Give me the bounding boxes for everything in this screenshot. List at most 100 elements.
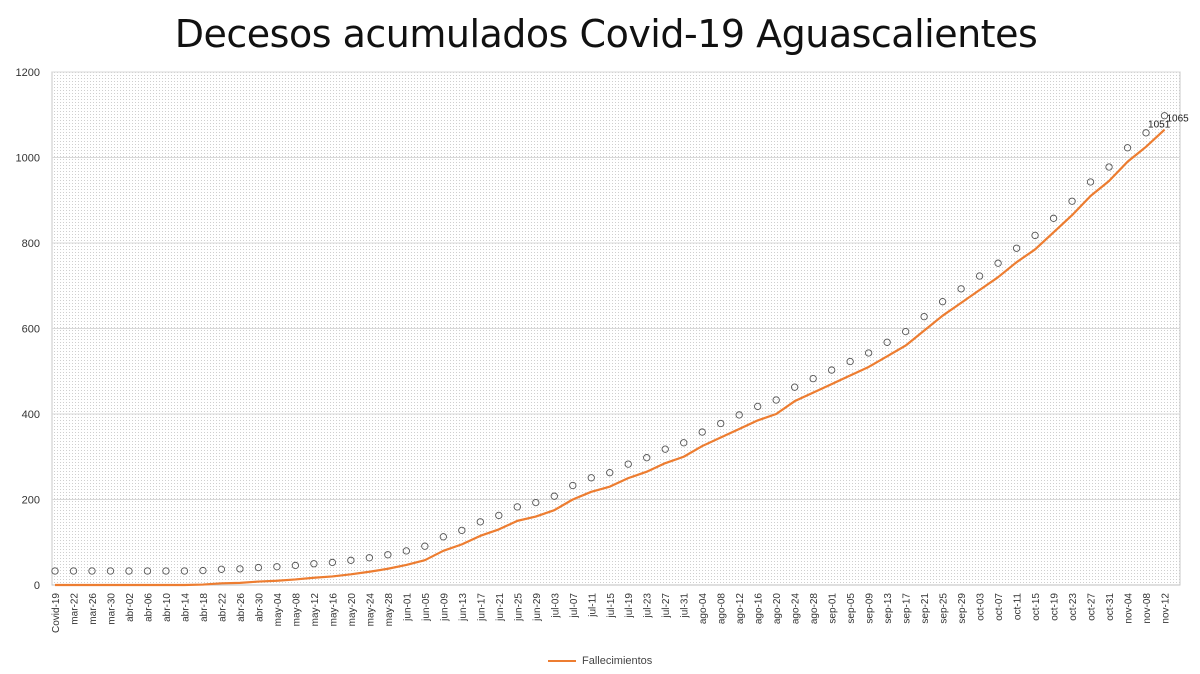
data-point-label-marker [1031,231,1039,240]
x-tick-label: may-04 [273,593,284,627]
x-tick-label: oct-03 [976,593,987,621]
data-point-label-marker [421,542,429,550]
x-tick-label: nov-08 [1142,593,1153,624]
y-tick-label: 1200 [16,67,40,79]
x-tick-label: abr-10 [162,593,173,622]
data-point-label-marker [809,374,817,383]
x-tick-label: ago-20 [772,593,783,625]
x-tick-label: may-24 [365,593,376,627]
x-tick-label: jul-27 [661,593,672,619]
data-point-label-marker [754,402,762,411]
data-point-label-marker [772,396,780,404]
data-point-label-marker [347,556,355,564]
data-point-label-marker [513,503,521,511]
y-tick-label: 1000 [16,153,40,165]
data-point-label-marker [901,327,910,336]
x-tick-label: sep-21 [920,593,931,624]
data-point-label-marker [1068,197,1076,205]
x-tick-label: nov-04 [1124,593,1135,624]
data-point-label-marker [402,547,410,555]
data-point-label-marker [643,454,651,462]
data-point-label-marker [495,511,503,520]
data-point-label-marker [1123,144,1132,152]
data-point-label-marker [864,349,873,357]
data-point-label-marker [51,567,59,575]
x-tick-label: jun-09 [439,593,450,622]
data-point-label-marker [199,566,207,575]
x-tick-label: jul-03 [550,593,561,619]
data-point-label-marker [458,526,466,535]
x-tick-label: ago-12 [735,593,746,625]
x-tick-label: oct-19 [1050,593,1061,621]
x-tick-label: oct-31 [1105,593,1116,621]
data-point-label-marker [883,338,891,346]
x-tick-label: ago-04 [698,593,709,625]
series-line-fallecimientos [55,128,1166,587]
x-axis: Covid-19 mar-22 mar-26 mar-30 abr-02 abr-06 ab… [51,593,1172,633]
x-tick-label: Covid-19 [51,593,62,633]
x-tick-label: jul-07 [569,593,580,619]
data-point-label-marker [1142,129,1150,137]
x-tick-label: jul-19 [624,593,635,619]
y-tick-label: 600 [22,324,40,336]
data-point-label-marker [328,558,337,567]
data-point-label-marker [938,298,947,306]
x-tick-label: ago-28 [809,593,820,625]
data-point-label-marker [661,445,669,453]
x-tick-label: jun-05 [421,593,432,622]
x-tick-label: ago-24 [791,593,802,625]
x-tick-label: oct-23 [1068,593,1079,621]
data-point-label-marker [143,567,152,575]
x-tick-label: may-12 [310,593,321,627]
data-point-label-marker [828,366,836,374]
x-tick-label: may-08 [291,593,302,627]
y-axis: 0 200 400 600 800 1000 1200 [16,67,40,592]
series-group [51,112,1169,587]
data-point-label-marker [846,357,854,366]
x-tick-label: mar-30 [106,593,117,625]
x-tick-label: jun-01 [402,593,413,622]
data-point-label-marker [606,469,614,477]
x-tick-label: sep-01 [828,593,839,624]
x-tick-label: abr-06 [143,593,154,622]
data-point-label-marker [254,563,263,572]
x-tick-label: abr-02 [125,593,136,622]
y-tick-label: 400 [22,409,40,421]
data-point-label-marker [735,411,743,419]
data-point-label-marker [791,383,799,391]
data-point-label-marker [587,474,595,482]
x-tick-label: sep-25 [939,593,950,624]
data-point-label-marker [532,498,540,507]
x-tick-label: mar-22 [69,593,80,625]
data-point-label-marker [1086,178,1095,186]
x-tick-label: jun-25 [513,593,524,622]
x-tick-label: ago-08 [717,593,728,625]
data-point-label-marker [162,567,170,575]
x-tick-label: sep-05 [846,593,857,624]
x-tick-label: sep-09 [865,593,876,624]
data-point-label-marker [1105,163,1113,171]
data-point-label-marker [680,439,688,447]
data-point-label-marker [1160,112,1169,120]
x-tick-label: jun-13 [458,593,469,622]
x-tick-label: abr-14 [180,593,191,622]
data-point-label-marker [975,272,984,280]
data-point-label-marker [476,518,484,526]
legend: Fallecimientos [548,655,652,667]
x-tick-label: abr-18 [199,593,210,622]
data-point-label-marker [69,567,78,575]
x-tick-label: nov-12 [1161,593,1172,624]
x-tick-label: oct-11 [1013,593,1024,620]
data-point-label-marker [698,428,706,436]
x-tick-label: jul-31 [680,593,691,619]
x-tick-label: may-20 [347,593,358,627]
y-tick-label: 0 [34,580,40,592]
x-tick-label: sep-13 [883,593,894,624]
data-label: 1065 [1167,114,1190,125]
data-point-label-marker [365,554,374,562]
y-tick-label: 200 [22,495,40,507]
data-point-label-marker [106,567,115,575]
data-point-label-marker [180,567,189,575]
